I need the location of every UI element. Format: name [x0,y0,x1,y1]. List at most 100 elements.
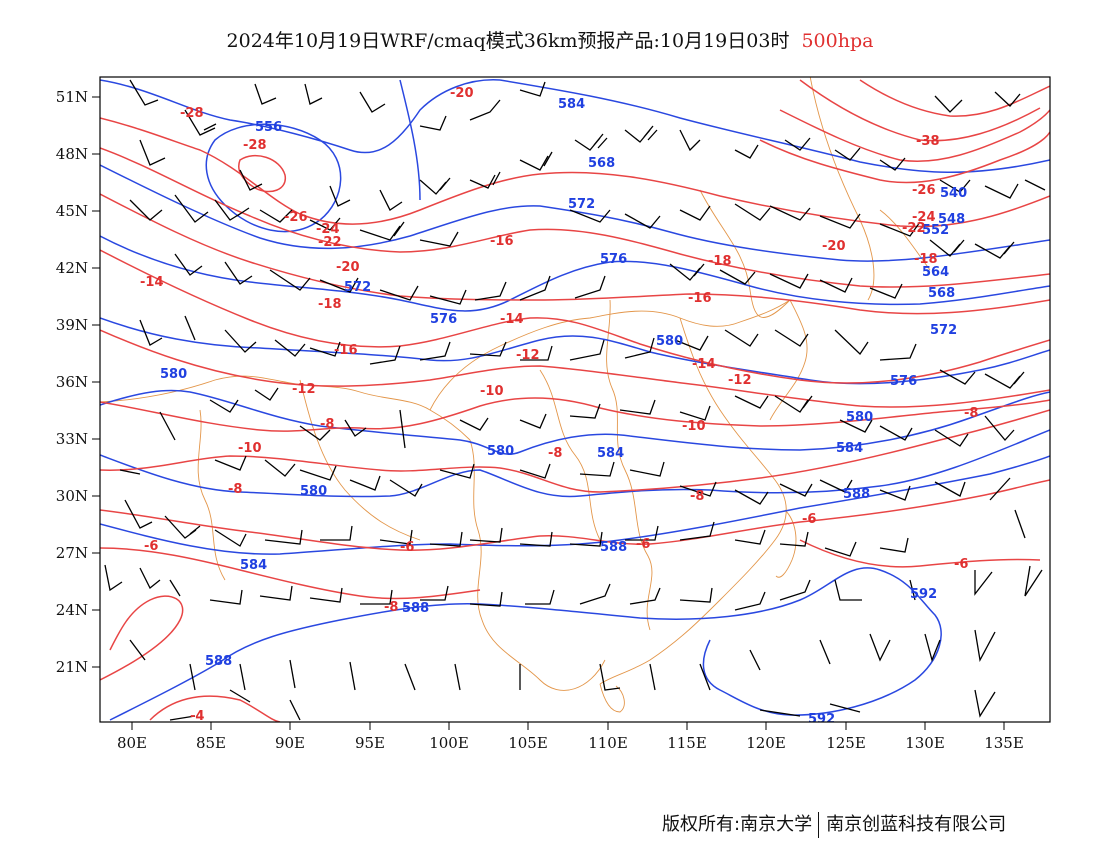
temp-label: -16 [490,234,514,249]
title-level: 500hpa [801,30,874,52]
copyright-footer: 版权所有:南京大学 南京创蓝科技有限公司 [662,810,1006,838]
height-label: 576 [430,312,457,327]
height-contour-labels: 584 568 556 572 572 576 576 580 580 564 … [160,97,967,727]
temp-label: -18 [318,297,342,312]
temp-label: -38 [916,134,940,149]
coastline-borders [100,77,931,713]
temp-label: -22 [318,235,342,250]
temp-label: -14 [500,312,524,327]
temperature-contours [100,79,1050,722]
temp-label: -10 [238,441,262,456]
footer-separator [818,812,820,838]
height-label: 564 [922,265,949,280]
lat-tick-label: 42N [56,259,88,277]
temp-label: -6 [954,557,968,572]
wind-barbs [104,79,1046,721]
height-label: 592 [808,712,835,727]
footer-copyright: 版权所有:南京大学 [662,814,813,835]
height-label: 580 [300,484,327,499]
height-label: 588 [205,654,232,669]
lat-tick-label: 27N [56,544,88,562]
height-label: 556 [255,120,282,135]
temp-label: -6 [802,512,816,527]
height-label: 584 [558,97,585,112]
height-label: 584 [836,441,863,456]
temperature-contour-labels: -28 -20 -28 -26 -24 -22 -20 -18 -16 -16 … [140,86,978,722]
lon-tick-label: 90E [275,734,305,752]
height-contours [100,79,1050,721]
temp-label: -6 [636,537,650,552]
lat-tick-label: 21N [56,658,88,676]
temp-label: -6 [144,539,158,554]
lon-tick-label: 110E [588,734,628,752]
height-label: 576 [890,374,917,389]
longitude-axis: 80E 85E 90E 95E 100E 105E 110E 115E 120E… [117,722,1024,752]
temp-label: -26 [284,210,308,225]
temp-label: -12 [292,382,316,397]
height-label: 580 [160,367,187,382]
height-label: 584 [597,446,624,461]
temp-label: -8 [228,482,242,497]
temp-label: -20 [822,239,846,254]
height-label: 572 [568,197,595,212]
temp-label: -28 [243,138,267,153]
lat-tick-label: 39N [56,316,88,334]
temp-label: -8 [964,406,978,421]
temp-label: -26 [912,183,936,198]
lat-tick-label: 51N [56,88,88,106]
height-label: 580 [846,410,873,425]
lon-tick-label: 135E [984,734,1024,752]
temp-label: -28 [180,106,204,121]
height-label: 588 [843,487,870,502]
temp-label: -6 [400,540,414,555]
lon-tick-label: 115E [667,734,707,752]
temp-label: -22 [902,221,926,236]
temp-label: -18 [708,254,732,269]
height-label: 580 [487,444,514,459]
height-label: 568 [588,156,615,171]
lat-tick-label: 48N [56,145,88,163]
temp-label: -12 [728,373,752,388]
temp-label: -8 [384,600,398,615]
temp-label: -20 [336,260,360,275]
footer-company: 南京创蓝科技有限公司 [826,814,1007,835]
height-label: 572 [344,280,371,295]
latitude-axis: 51N 48N 45N 42N 39N 36N 33N 30N 27N 24N … [56,88,100,676]
height-label: 592 [910,587,937,602]
temp-label: -16 [688,291,712,306]
chart-title: 2024年10月19日WRF/cmaq模式36km预报产品:10月19日03时 5… [0,26,1100,53]
lon-tick-label: 105E [508,734,548,752]
lon-tick-label: 85E [196,734,226,752]
temp-label: -24 [912,210,936,225]
lat-tick-label: 33N [56,430,88,448]
temp-label: -10 [682,419,706,434]
lat-tick-label: 36N [56,373,88,391]
height-label: 568 [928,286,955,301]
temp-label: -8 [320,417,334,432]
temp-label: -14 [140,275,164,290]
height-label: 580 [656,334,683,349]
height-label: 552 [922,223,949,238]
map-frame [99,76,1051,723]
temp-label: -20 [450,86,474,101]
lon-tick-label: 130E [905,734,945,752]
lat-tick-label: 45N [56,202,88,220]
height-label: 548 [938,212,965,227]
temp-label: -24 [316,222,340,237]
temp-label: -16 [334,343,358,358]
lat-tick-label: 24N [56,601,88,619]
height-label: 588 [402,601,429,616]
height-label: 588 [600,540,627,555]
temp-label: -18 [914,252,938,267]
lon-tick-label: 100E [429,734,469,752]
temp-label: -8 [548,446,562,461]
temp-label: -10 [480,384,504,399]
lon-tick-label: 120E [746,734,786,752]
lon-tick-label: 125E [826,734,866,752]
height-label: 572 [930,323,957,338]
height-label: 584 [240,558,267,573]
height-label: 576 [600,252,627,267]
temp-label: -8 [690,489,704,504]
height-label: 540 [940,186,967,201]
